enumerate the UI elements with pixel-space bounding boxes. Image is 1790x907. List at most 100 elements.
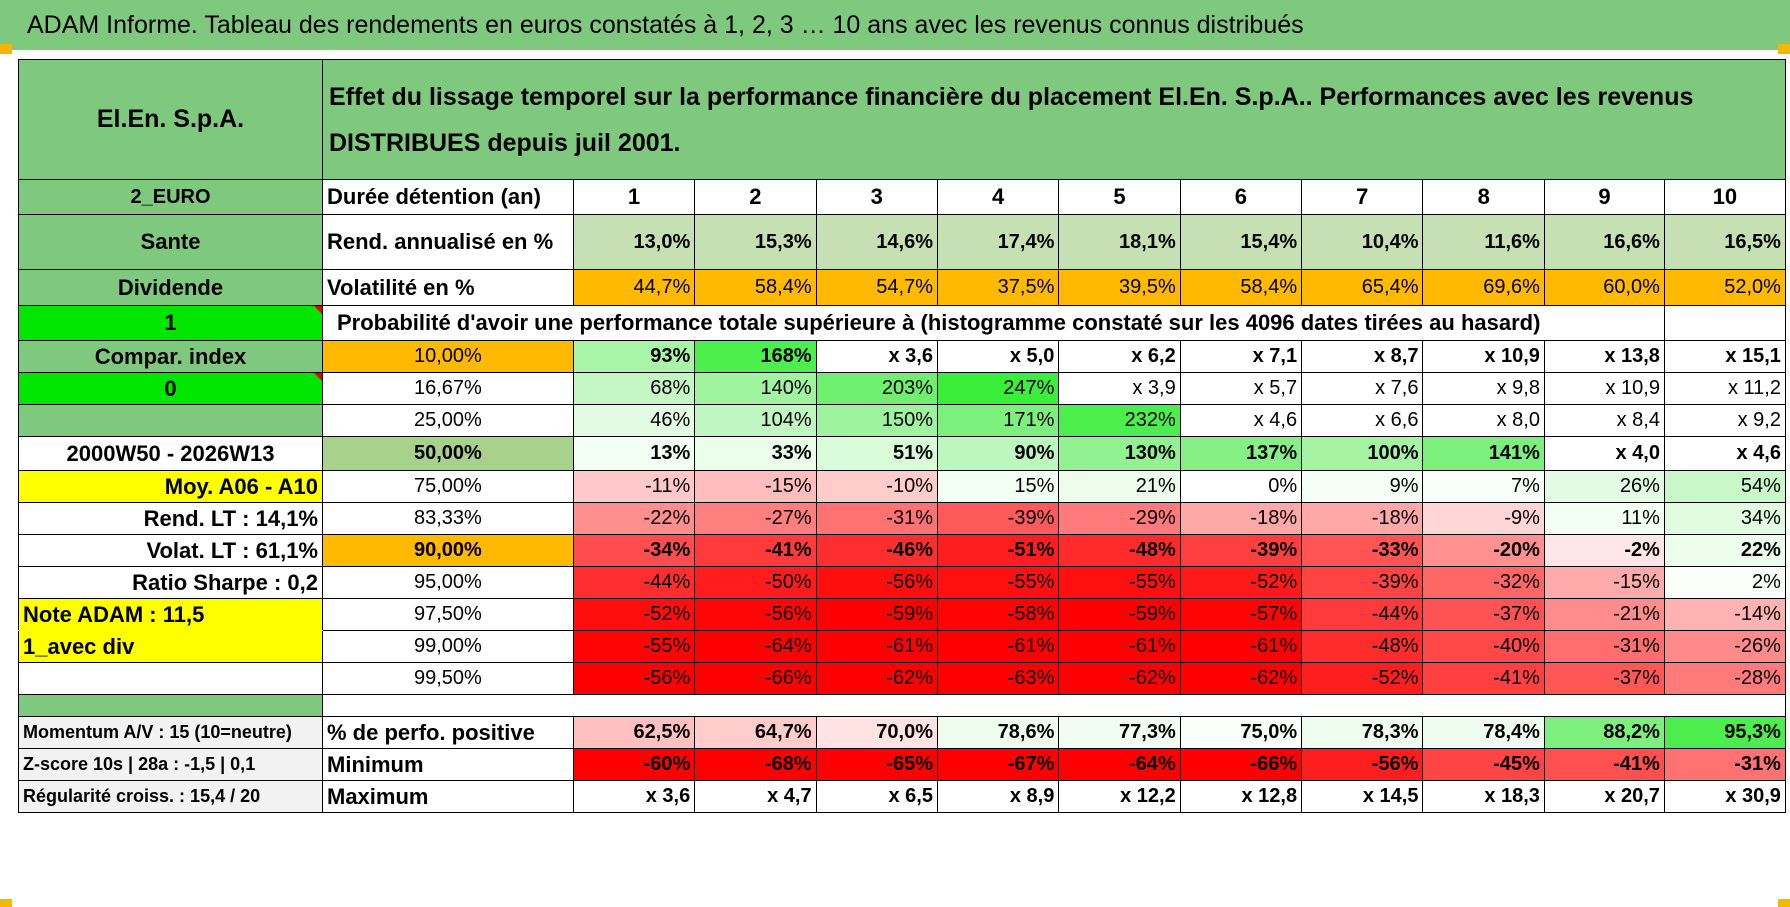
probability-title: Probabilité d'avoir une performance tota… [322, 305, 1545, 341]
zscore-value: -65% [815, 748, 938, 781]
probability-value: -55% [936, 566, 1060, 599]
probability-value: x 8,4 [1543, 404, 1665, 437]
probability-value: -9% [1422, 502, 1545, 535]
volat-value-y1: 44,7% [572, 269, 696, 306]
duration-year-y7: 7 [1301, 179, 1424, 215]
zscore-value: -41% [1543, 748, 1665, 781]
volat-lt-label: Volat. LT : 61,1% [18, 534, 323, 567]
probability-value: x 11,2 [1663, 372, 1786, 405]
probability-value: -15% [1543, 566, 1665, 599]
probability-value: x 6,2 [1058, 340, 1181, 373]
momentum-value: 95,3% [1663, 716, 1786, 749]
spacer-blank [322, 694, 1786, 717]
volat-value-y3: 54,7% [815, 269, 938, 306]
description-text: Effet du lissage temporel sur la perform… [329, 82, 1694, 157]
performance-table: El.En. S.p.A. Effet du lissage temporel … [18, 59, 1786, 813]
period-label: 2000W50 - 2026W13 [18, 436, 323, 471]
probability-value: -39% [936, 502, 1060, 535]
rend-value-y1: 13,0% [572, 214, 696, 270]
probability-value: -14% [1663, 598, 1786, 631]
probability-value: -33% [1301, 534, 1424, 567]
duration-year-y5: 5 [1058, 179, 1181, 215]
probability-value: -62% [815, 662, 938, 695]
probability-value: -34% [572, 534, 696, 567]
probability-value: 13% [572, 436, 696, 471]
corner-marker-top-left [0, 44, 12, 54]
duration-year-y8: 8 [1422, 179, 1545, 215]
zscore-value: -60% [572, 748, 696, 781]
note-adam-label: Note ADAM : 11,5 [18, 598, 323, 631]
threshold-cell: 97,50% [322, 598, 574, 631]
probability-value: -21% [1543, 598, 1665, 631]
threshold-cell: 10,00% [322, 340, 574, 373]
probability-value: -52% [572, 598, 696, 631]
probability-value: -41% [1422, 662, 1545, 695]
volat-value-y9: 60,0% [1543, 269, 1665, 306]
duration-year-y1: 1 [572, 179, 696, 215]
volat-value-y8: 69,6% [1422, 269, 1545, 306]
probability-value: 2% [1663, 566, 1786, 599]
probability-value: x 7,6 [1301, 372, 1424, 405]
probability-value: 26% [1543, 470, 1665, 503]
probability-value: -48% [1301, 630, 1424, 663]
corner-marker-top-right [1778, 44, 1790, 54]
regularite-sublabel: Maximum [322, 780, 574, 813]
flag-one: 1 [18, 305, 323, 341]
rend-value-y6: 15,4% [1179, 214, 1303, 270]
probability-value: -64% [694, 630, 817, 663]
probability-value: x 9,8 [1422, 372, 1545, 405]
probability-value: 22% [1663, 534, 1786, 567]
probability-value: -61% [1179, 630, 1303, 663]
probability-value: x 4,0 [1543, 436, 1665, 471]
rend-value-y10: 16,5% [1663, 214, 1786, 270]
rend-value-y9: 16,6% [1543, 214, 1665, 270]
probability-value: x 7,1 [1179, 340, 1303, 373]
probability-value: x 8,0 [1422, 404, 1545, 437]
probability-value: 141% [1422, 436, 1545, 471]
probability-value: -39% [1179, 534, 1303, 567]
probability-value: -10% [815, 470, 938, 503]
zscore-value: -67% [936, 748, 1060, 781]
probability-value: 93% [572, 340, 696, 373]
probability-value: 21% [1058, 470, 1181, 503]
rend-value-y5: 18,1% [1058, 214, 1181, 270]
probability-value: -31% [815, 502, 938, 535]
probability-value: -40% [1422, 630, 1545, 663]
duration-year-y6: 6 [1179, 179, 1303, 215]
zscore-value: -68% [694, 748, 817, 781]
threshold-cell: 83,33% [322, 502, 574, 535]
probability-value: x 4,6 [1179, 404, 1303, 437]
probability-value: x 5,0 [936, 340, 1060, 373]
probability-value: -46% [815, 534, 938, 567]
compar-index-label: Compar. index [18, 340, 323, 373]
probability-value: -39% [1301, 566, 1424, 599]
probability-value: x 9,2 [1663, 404, 1786, 437]
rend-value-y2: 15,3% [694, 214, 817, 270]
duration-label: Durée détention (an) [322, 179, 574, 215]
probability-value: 68% [572, 372, 696, 405]
rend-value-y3: 14,6% [815, 214, 938, 270]
momentum-row: Momentum A/V : 15 (10=neutre)% de perfo.… [18, 716, 1786, 749]
probability-row: Rend. LT : 14,1% 83,33% -22% -27% -31% -39% -2… [18, 502, 1786, 535]
spacer-row [18, 694, 1786, 717]
probability-value: -11% [572, 470, 696, 503]
regularite-value: x 12,2 [1058, 780, 1181, 813]
probability-value: 100% [1301, 436, 1424, 471]
threshold-cell: 50,00% [322, 436, 574, 471]
probability-value: 7% [1422, 470, 1545, 503]
volat-value-y4: 37,5% [936, 269, 1060, 306]
threshold-cell: 99,50% [322, 662, 574, 695]
probability-value: 51% [815, 436, 938, 471]
probability-value: 33% [694, 436, 817, 471]
volat-value-y5: 39,5% [1058, 269, 1181, 306]
report-title: ADAM Informe. Tableau des rendements en … [0, 0, 1790, 50]
probability-value: -18% [1301, 502, 1424, 535]
probability-value: -37% [1543, 662, 1665, 695]
probability-value: -66% [694, 662, 817, 695]
probability-value: 9% [1301, 470, 1424, 503]
regularite-value: x 20,7 [1543, 780, 1665, 813]
probability-value: -58% [936, 598, 1060, 631]
probability-value: -22% [572, 502, 696, 535]
probability-value: -61% [1058, 630, 1181, 663]
probability-value: 104% [694, 404, 817, 437]
